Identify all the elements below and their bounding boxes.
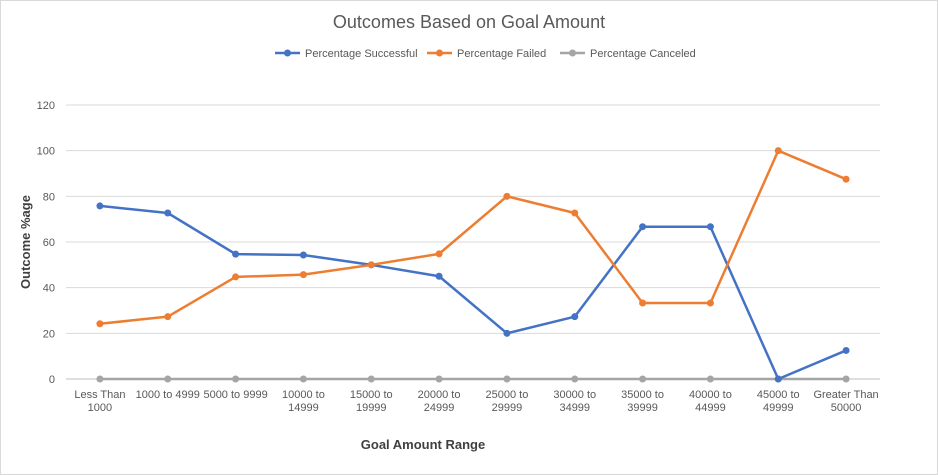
data-point-percentage-successful [232,250,240,258]
x-axis-ticks: Less Than 1000 1000 to 4999 5000 to 9999 100… [74,389,878,414]
legend-label: Percentage Canceled [590,48,696,60]
data-point-percentage-successful [435,272,443,280]
data-point-percentage-successful [96,202,104,210]
series-line-percentage-failed [99,149,847,325]
data-point-percentage-canceled [842,375,850,383]
x-tick-label: 40000 to 44999 [689,389,732,414]
data-point-percentage-failed [232,273,240,281]
data-point-percentage-successful [571,313,579,321]
data-point-percentage-failed [96,320,104,328]
data-point-percentage-failed [774,147,782,155]
x-tick-label: 5000 to 9999 [203,389,267,401]
y-tick-label: 60 [43,237,55,249]
x-tick-label: Less Than 1000 [74,389,125,414]
x-axis-title: Goal Amount Range [361,437,485,452]
gridlines [66,104,880,380]
data-point-percentage-canceled [299,375,307,383]
x-tick-label: 25000 to 29999 [486,389,529,414]
legend-label: Percentage Failed [457,48,546,60]
y-tick-label: 20 [43,328,55,340]
series-line-percentage-successful [99,204,847,381]
data-point-percentage-failed [503,192,511,200]
legend-marker [436,49,443,57]
chart-legend: Percentage Successful Percentage Failed Pe… [275,48,696,60]
data-point-percentage-failed [367,261,375,269]
data-point-percentage-failed [435,250,443,258]
x-tick-label: 1000 to 4999 [136,389,200,401]
data-point-percentage-successful [706,223,714,231]
data-point-percentage-failed [706,299,714,307]
data-point-percentage-failed [299,271,307,279]
data-point-percentage-successful [503,329,511,337]
data-point-percentage-successful [164,209,172,217]
legend-marker [284,49,291,57]
data-point-percentage-successful [639,223,647,231]
legend-marker [569,49,576,57]
data-point-percentage-canceled [706,375,714,383]
legend-label: Percentage Successful [305,48,418,60]
data-point-percentage-successful [299,251,307,259]
y-tick-label: 0 [49,374,55,386]
y-axis-ticks: 0 20 40 60 80 100 120 [37,100,55,386]
data-point-percentage-canceled [639,375,647,383]
x-tick-label: 45000 to 49999 [757,389,800,414]
y-axis-title: Outcome %age [18,195,33,289]
data-point-percentage-canceled [367,375,375,383]
x-tick-label: 30000 to 34999 [553,389,596,414]
data-point-percentage-failed [164,313,172,321]
x-tick-label: 35000 to 39999 [621,389,664,414]
data-series [96,147,850,383]
data-point-percentage-canceled [164,375,172,383]
y-tick-label: 40 [43,283,55,295]
x-tick-label: 15000 to 19999 [350,389,393,414]
data-point-percentage-successful [774,375,782,383]
data-point-percentage-canceled [232,375,240,383]
data-point-percentage-failed [842,175,850,183]
y-tick-label: 100 [37,146,55,158]
x-tick-label: 20000 to 24999 [418,389,461,414]
data-point-percentage-canceled [571,375,579,383]
x-tick-label: Greater Than 50000 [813,389,878,414]
data-point-percentage-failed [571,209,579,217]
data-point-percentage-canceled [96,375,104,383]
data-point-percentage-canceled [435,375,443,383]
x-tick-label: 10000 to 14999 [282,389,325,414]
chart-title: Outcomes Based on Goal Amount [333,12,605,32]
y-tick-label: 80 [43,191,55,203]
data-point-percentage-canceled [503,375,511,383]
data-point-percentage-successful [842,346,850,354]
data-point-percentage-failed [639,299,647,307]
y-tick-label: 120 [37,100,55,112]
